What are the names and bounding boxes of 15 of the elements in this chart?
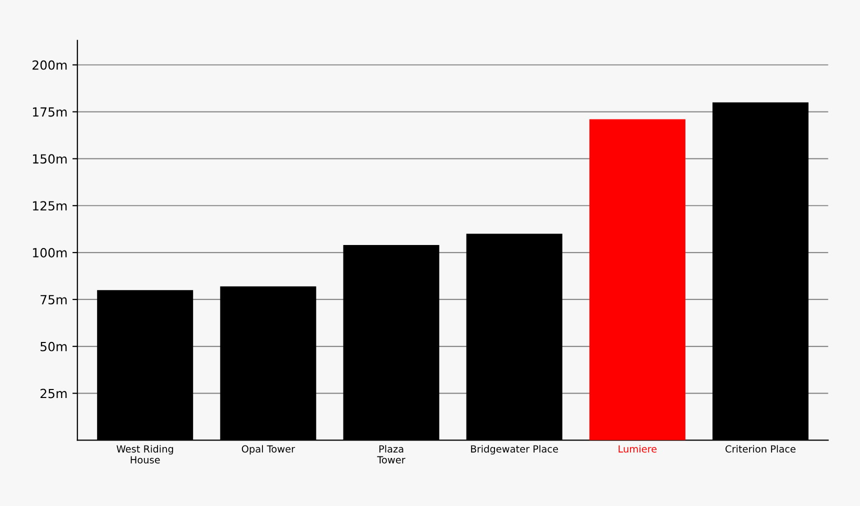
- x-tick-label: Lumiere: [618, 445, 657, 453]
- y-tick-label: 125m: [33, 201, 67, 211]
- y-tick-label: 200m: [32, 60, 67, 70]
- y-tick-label: 175m: [33, 107, 67, 117]
- y-tick-label: 100m: [33, 248, 67, 258]
- x-tick-label: Bridgewater Place: [471, 445, 558, 454]
- x-tick-label: Opal Tower: [242, 445, 296, 454]
- y-tick-label: 150m: [33, 154, 67, 164]
- x-tick-label: Plaza Tower: [377, 445, 406, 464]
- y-tick-label: 25m: [40, 388, 67, 398]
- x-tick-label: Criterion Place: [726, 445, 796, 453]
- y-tick-label: 75m: [40, 295, 67, 304]
- x-tick-label: West Riding House: [116, 445, 174, 464]
- bar: [589, 119, 686, 440]
- y-tick-label: 50m: [40, 342, 67, 352]
